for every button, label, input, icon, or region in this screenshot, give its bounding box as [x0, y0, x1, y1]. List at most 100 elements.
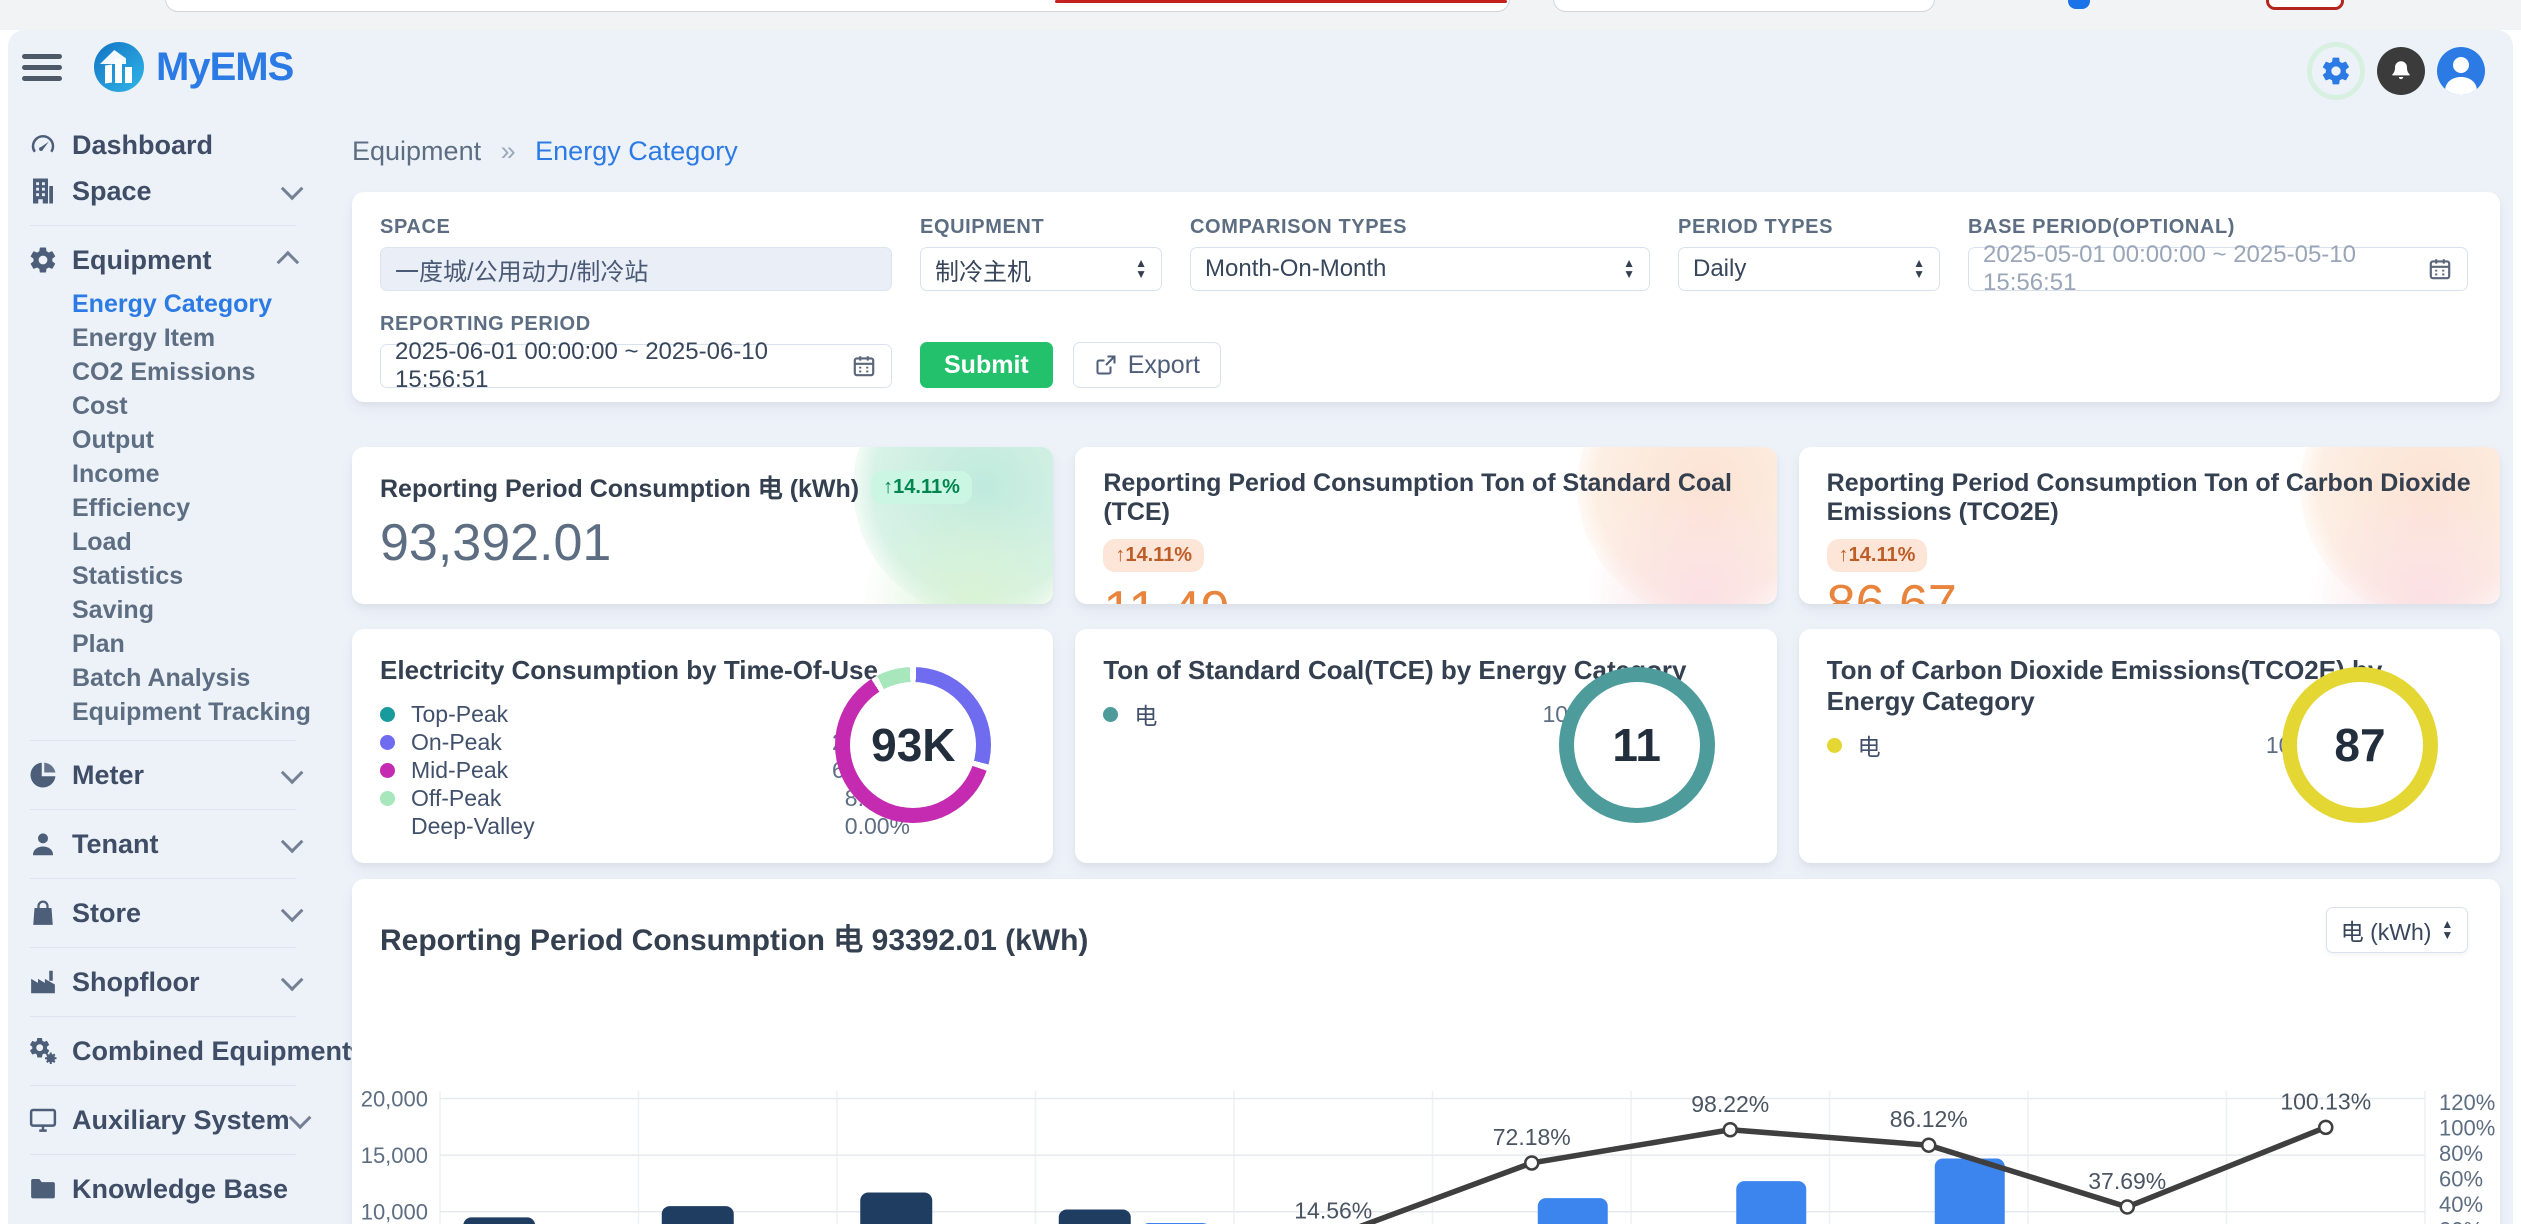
browser-secondary-bar[interactable] [1553, 0, 1935, 12]
donut-title: Electricity Consumption by Time-Of-Use [380, 655, 878, 685]
equipment-select[interactable]: 制冷主机 ▲ ▼ [920, 247, 1162, 291]
sidebar-item-dashboard[interactable]: Dashboard [28, 122, 298, 168]
sidebar-item-tenant[interactable]: Tenant [28, 821, 304, 867]
equipment-label: EQUIPMENT [920, 216, 1045, 238]
period-types-label: PERIOD TYPES [1678, 216, 1834, 238]
trend-badge: ↑14.11% [1826, 539, 1928, 572]
legend-label: On-Peak [411, 728, 502, 755]
sidebar-subitem-batch-analysis[interactable]: Batch Analysis [72, 663, 251, 692]
sidebar-item-knowledge-base[interactable]: Knowledge Base [28, 1166, 298, 1212]
export-button[interactable]: Export [1072, 342, 1221, 388]
sidebar-subitem-income[interactable]: Income [72, 459, 160, 488]
filter-panel: SPACE 一度城/公用动力/制冷站 EQUIPMENT 制冷主机 ▲ ▼ COM… [352, 192, 2500, 402]
gears-icon [28, 1036, 58, 1066]
chevron-down-icon [280, 761, 304, 785]
breadcrumb: Equipment » Energy Category [352, 136, 2500, 167]
base-period-input[interactable]: 2025-05-01 00:00:00 ~ 2025-05-10 15:56:5… [1968, 241, 2468, 296]
main-content: Equipment » Energy Category SPACE 一度城/公用… [352, 108, 2500, 1224]
browser-record-indicator[interactable] [2266, 0, 2344, 10]
legend-dot [1103, 706, 1119, 722]
select-arrows-icon: ▲ ▼ [2441, 917, 2454, 942]
settings-button[interactable] [2307, 42, 2365, 100]
sidebar-subitem-equipment-tracking[interactable]: Equipment Tracking [72, 697, 311, 726]
bell-icon [2392, 61, 2410, 80]
sidebar-item-equipment[interactable]: Equipment [28, 237, 300, 283]
sidebar-item-meter[interactable]: Meter [28, 752, 304, 798]
svg-text:20,000: 20,000 [361, 1086, 428, 1111]
submit-button[interactable]: Submit [920, 342, 1053, 388]
svg-text:72.18%: 72.18% [1493, 1124, 1571, 1150]
sidebar-divider [30, 1016, 296, 1017]
browser-extension-icon[interactable] [2068, 0, 2090, 9]
unit-select[interactable]: 电 (kWh) ▲ ▼ [2326, 907, 2468, 953]
hamburger-menu-icon[interactable] [22, 54, 62, 84]
notifications-button[interactable] [2377, 47, 2425, 95]
calendar-icon[interactable] [2427, 256, 2453, 282]
sidebar-divider [30, 1085, 296, 1086]
donut-chart: 87 [2281, 667, 2438, 823]
reporting-period-input[interactable]: 2025-06-01 00:00:00 ~ 2025-06-10 15:56:5… [380, 338, 892, 393]
base-period-label: BASE PERIOD(OPTIONAL) [1968, 216, 2236, 238]
bar-line-chart: 20,00015,00010,0005,000120%100%80%60%40%… [352, 979, 2500, 1224]
sidebar-item-store[interactable]: Store [28, 890, 304, 936]
sidebar-item-auxiliary-system[interactable]: Auxiliary System [28, 1097, 312, 1143]
browser-recording-line [1055, 0, 1507, 3]
user-avatar[interactable] [2437, 47, 2485, 95]
sidebar-item-label: Shopfloor [72, 966, 200, 997]
donut-center-value: 87 [2296, 682, 2423, 808]
dashboard-icon [28, 130, 58, 160]
legend-dot [1826, 737, 1842, 753]
sidebar-submenu: Energy Category Energy Item CO2 Emissions C… [72, 287, 311, 729]
sidebar-item-label: Combined Equipment [72, 1035, 351, 1066]
sidebar-subitem-co2-emissions[interactable]: CO2 Emissions [72, 357, 256, 386]
donut-center-value: 11 [1573, 682, 1700, 808]
sidebar-subitem-load[interactable]: Load [72, 527, 132, 556]
stat-value: 93,392.01 [380, 514, 612, 572]
chart-title: Reporting Period Consumption 电 93392.01 … [380, 924, 1089, 957]
sidebar-divider [30, 809, 296, 810]
comparison-select[interactable]: Month-On-Month ▲ ▼ [1190, 247, 1650, 291]
brand-name: MyEMS [156, 44, 294, 89]
sidebar-divider [30, 225, 296, 226]
app-shell: MyEMS Dashboard Space Equipment Energy Cate… [8, 30, 2513, 1224]
breadcrumb-separator: » [500, 136, 516, 166]
legend-row: Mid-Peak62.01% [380, 756, 910, 784]
sidebar-item-space[interactable]: Space [28, 168, 304, 214]
sidebar-subitem-statistics[interactable]: Statistics [72, 561, 184, 590]
legend-label: Top-Peak [411, 700, 509, 727]
sidebar-subitem-energy-item[interactable]: Energy Item [72, 323, 216, 352]
breadcrumb-parent[interactable]: Equipment [352, 136, 482, 166]
sidebar-subitem-saving[interactable]: Saving [72, 595, 154, 624]
user-icon [2445, 57, 2477, 95]
myems-logo-icon [94, 42, 144, 92]
brand-logo[interactable]: MyEMS [94, 42, 294, 92]
reporting-period-label: REPORTING PERIOD [380, 313, 591, 335]
pie-icon [28, 760, 58, 790]
sidebar-subitem-efficiency[interactable]: Efficiency [72, 493, 191, 522]
svg-text:98.22%: 98.22% [1691, 1091, 1769, 1117]
legend-row: Off-Peak8.30% [380, 784, 910, 812]
export-icon [1096, 355, 1116, 375]
sidebar-item-shopfloor[interactable]: Shopfloor [28, 959, 304, 1005]
sidebar-item-combined-equipment[interactable]: Combined Equipment [28, 1028, 373, 1074]
sidebar-item-label: Tenant [72, 828, 159, 859]
svg-text:10,000: 10,000 [361, 1200, 428, 1224]
sidebar-item-label: Meter [72, 759, 145, 790]
sidebar-item-label: Dashboard [72, 129, 214, 160]
breadcrumb-current[interactable]: Energy Category [535, 136, 738, 166]
sidebar-subitem-output[interactable]: Output [72, 425, 154, 454]
sidebar-subitem-cost[interactable]: Cost [72, 391, 128, 420]
calendar-icon[interactable] [851, 353, 877, 379]
sidebar-subitem-energy-category[interactable]: Energy Category [72, 289, 273, 318]
donut-center-value: 93K [850, 682, 977, 808]
sidebar-subitem-plan[interactable]: Plan [72, 629, 125, 658]
gear-icon [2322, 57, 2349, 85]
space-input[interactable]: 一度城/公用动力/制冷站 [380, 247, 892, 291]
legend-label: Deep-Valley [411, 812, 535, 839]
legend-label: Off-Peak [411, 784, 502, 811]
period-types-select[interactable]: Daily ▲ ▼ [1678, 247, 1940, 291]
stat-title: Reporting Period Consumption 电 (kWh) [380, 475, 860, 503]
building-icon [28, 176, 58, 206]
legend-label: Mid-Peak [411, 756, 509, 783]
gear-icon [28, 245, 58, 275]
